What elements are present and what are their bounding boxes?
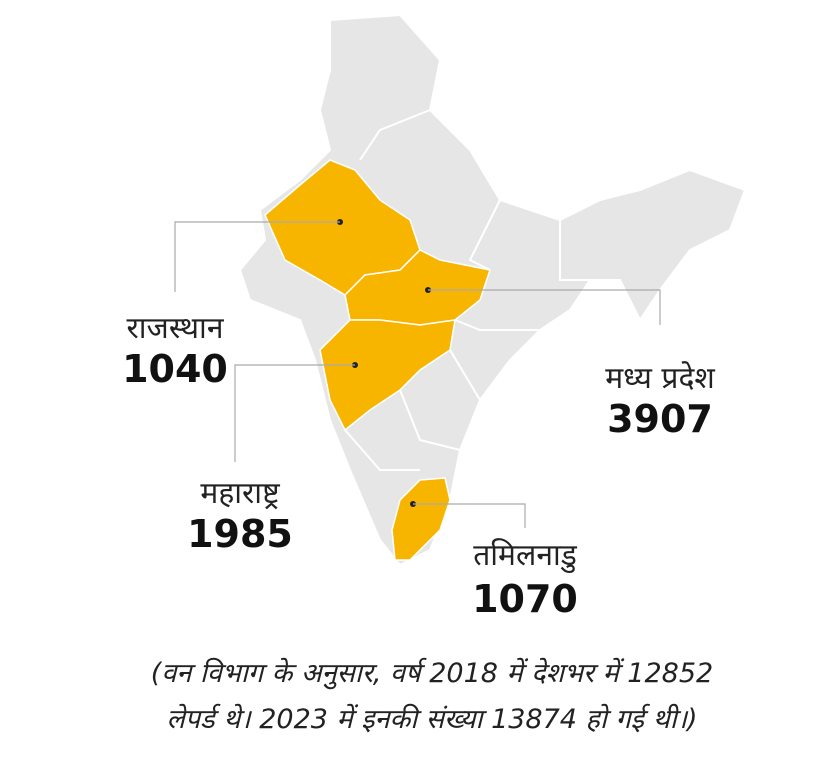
leader-line (428, 289, 661, 325)
region-value: 3907 (607, 397, 713, 441)
leader-line (174, 221, 340, 292)
region-name: तमिलनाडु (473, 538, 578, 574)
region-value: 1985 (187, 512, 293, 556)
state-borders (344, 109, 590, 471)
region-value: 1070 (472, 577, 578, 621)
region-name: मध्य प्रदेश (605, 361, 715, 396)
region-value: 1040 (122, 347, 228, 391)
region-name: राजस्थान (127, 311, 225, 346)
state-tamil-nadu (391, 477, 451, 561)
region-name: महाराष्ट्र (200, 476, 280, 511)
leader-line (413, 503, 526, 528)
state-maharashtra (319, 319, 456, 432)
leader-line (234, 364, 355, 462)
caption-line: लेपर्ड थे। 2023 में इनकी संख्या 13874 हो… (166, 703, 697, 735)
caption-line: (वन विभाग के अनुसार, वर्ष 2018 में देशभर… (151, 657, 713, 690)
